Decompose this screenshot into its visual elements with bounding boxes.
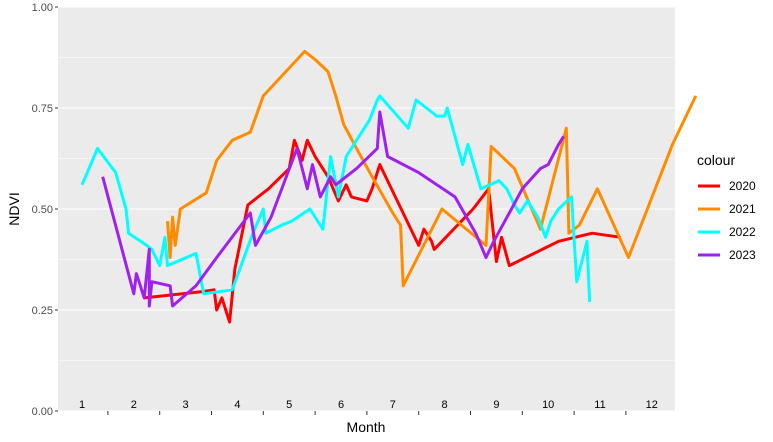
month-label: 1 (79, 399, 85, 411)
series-line-2020 (144, 138, 621, 324)
legend-title: colour (697, 152, 735, 168)
series-line-2022 (80, 94, 592, 302)
y-axis-title: NDVI (6, 192, 22, 225)
legend-label-2020: 2020 (729, 179, 756, 193)
month-label: 5 (286, 399, 292, 411)
month-label: 11 (594, 399, 605, 411)
y-tick-label: 0.75 (32, 103, 53, 115)
month-label: 12 (646, 399, 658, 411)
month-label: 8 (442, 399, 448, 411)
y-tick-label: 0.50 (32, 204, 53, 216)
month-label: 9 (493, 399, 499, 411)
legend-label-2022: 2022 (729, 225, 756, 239)
month-label: 2 (131, 399, 137, 411)
month-label: 6 (338, 399, 344, 411)
y-tick-label: 0.00 (32, 406, 53, 418)
y-axis: 0.00 0.25 0.50 0.75 1.00 (32, 2, 58, 418)
legend-label-2021: 2021 (729, 202, 756, 216)
y-tick-label: 1.00 (32, 2, 53, 14)
month-label: 4 (234, 399, 240, 411)
month-labels: 1 2 3 4 5 6 7 8 9 10 11 12 (79, 399, 658, 411)
x-axis-title: Month (347, 419, 386, 435)
x-axis (107, 411, 627, 415)
month-label: 7 (390, 399, 396, 411)
month-label: 3 (183, 399, 189, 411)
series-layer (80, 49, 698, 324)
legend-label-2023: 2023 (729, 248, 756, 262)
series-line-2023 (101, 110, 565, 308)
legend: colour 2020 2021 2022 2023 (697, 152, 756, 262)
y-tick-label: 0.25 (32, 305, 53, 317)
month-label: 10 (542, 399, 554, 411)
